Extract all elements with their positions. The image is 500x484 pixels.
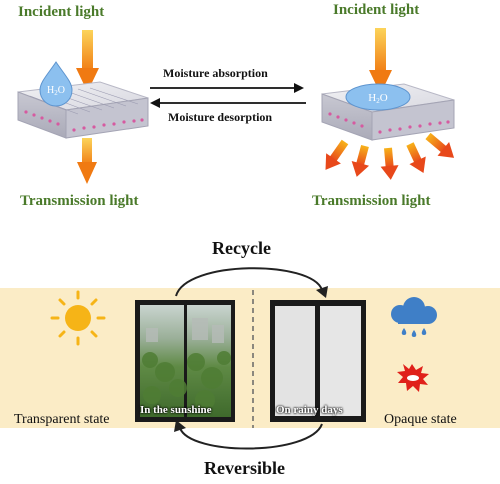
rainy-caption: On rainy days [276, 404, 343, 416]
sunshine-window [135, 300, 235, 422]
transparent-state-label: Transparent state [14, 412, 110, 427]
left-incident-arrow [76, 30, 99, 92]
right-incident-arrow [369, 28, 392, 94]
top-illustration: H2O H2O [17, 28, 455, 184]
rain-cloud-icon [391, 297, 437, 337]
sun-icon [50, 290, 106, 346]
starburst-icon [397, 364, 429, 392]
desorption-arrow [150, 98, 306, 108]
left-droplet: H2O [39, 61, 73, 107]
reversible-arc [174, 420, 323, 450]
sunshine-caption: In the sunshine [140, 404, 212, 416]
svg-text:H2O: H2O [47, 85, 65, 97]
reversible-label: Reversible [204, 458, 285, 478]
left-transmission-label: Transmission light [20, 193, 139, 209]
recycle-label: Recycle [212, 238, 271, 258]
desorption-label: Moisture desorption [168, 110, 273, 124]
right-droplet: H2O [345, 83, 411, 111]
opaque-state-label: Opaque state [384, 412, 457, 427]
left-incident-label: Incident light [18, 4, 105, 20]
recycle-arc [175, 267, 328, 298]
right-transmission-label: Transmission light [312, 193, 431, 209]
absorption-label: Moisture absorption [163, 66, 268, 80]
absorption-arrow [150, 83, 304, 93]
right-incident-label: Incident light [333, 2, 420, 18]
rainy-window [270, 300, 366, 422]
scattered-transmission-arrows [325, 132, 455, 180]
svg-text:H2O: H2O [368, 92, 387, 105]
left-transmission-arrow [77, 138, 97, 184]
